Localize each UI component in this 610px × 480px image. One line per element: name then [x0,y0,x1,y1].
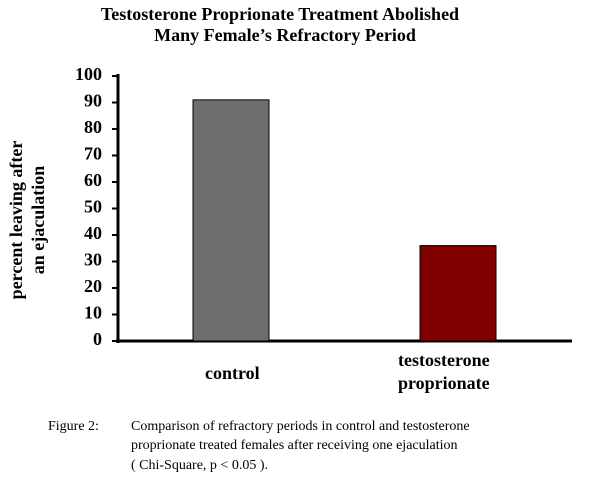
caption-label: Figure 2: [48,419,99,434]
y-tick-label: 80 [84,117,102,137]
y-tick-label: 50 [84,197,102,217]
x-tick-label: control [205,363,260,383]
bar [192,99,270,342]
caption: ( Chi-Square, p < 0.05 ). [131,458,268,473]
chart-title: Testosterone Proprionate Treatment Aboli… [101,4,459,24]
y-tick-label: 30 [84,250,102,270]
x-tick-label: testosterone proprionate [398,350,490,393]
y-axis-label: percent leaving after [6,141,26,300]
y-tick-label: 100 [75,64,102,84]
y-tick-label: 10 [84,303,102,323]
y-tick-label: 60 [84,170,102,190]
y-tick-label: 0 [93,329,102,349]
y-tick-label: 90 [84,91,102,111]
caption: Comparison of refractory periods in cont… [131,419,470,434]
bar [419,245,497,342]
caption: proprionate treated females after receiv… [131,438,458,453]
y-axis-label: an ejaculation [28,166,48,275]
chart-title: Many Female’s Refractory Period [154,25,416,45]
y-tick-label: 70 [84,144,102,164]
y-tick-label: 20 [84,276,102,296]
y-tick-label: 40 [84,223,102,243]
